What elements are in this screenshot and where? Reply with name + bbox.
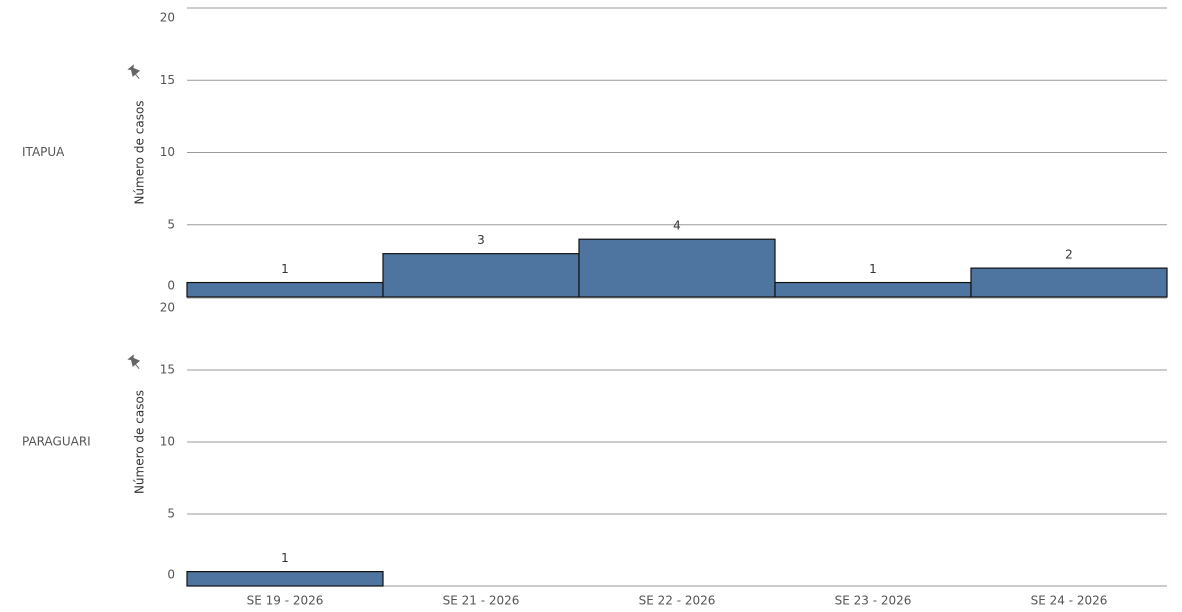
value-label: 2 — [1065, 248, 1073, 262]
bar — [578, 238, 776, 298]
row-label: ITAPUA — [22, 145, 65, 159]
bar — [970, 267, 1168, 298]
y-tick-label: 15 — [160, 73, 175, 87]
y-tick-label: 20 — [160, 11, 175, 25]
bar — [186, 281, 384, 298]
y-tick-label: 10 — [160, 145, 175, 159]
y-tick-label: 5 — [167, 217, 175, 231]
y-tick-label: 10 — [160, 435, 175, 449]
bar — [382, 253, 580, 298]
value-label: 4 — [673, 219, 681, 233]
row-label: PARAGUARI — [22, 435, 91, 449]
y-tick-label: 5 — [167, 507, 175, 521]
value-label: 1 — [281, 551, 289, 565]
y-tick-label: 20 — [160, 301, 175, 315]
value-label: 1 — [281, 262, 289, 276]
pin-icon — [127, 354, 141, 369]
value-label: 3 — [477, 233, 485, 247]
value-label: 1 — [869, 262, 877, 276]
x-tick-label: SE 24 - 2026 — [1031, 594, 1108, 608]
x-tick-label: SE 23 - 2026 — [835, 594, 912, 608]
y-tick-label: 0 — [167, 568, 175, 582]
x-tick-label: SE 21 - 2026 — [443, 594, 520, 608]
y-axis-label: Número de casos — [133, 390, 147, 494]
x-tick-label: SE 19 - 2026 — [247, 594, 324, 608]
y-tick-label: 15 — [160, 363, 175, 377]
y-tick-label: 0 — [167, 279, 175, 293]
bar — [186, 570, 384, 587]
pin-icon — [127, 64, 141, 79]
y-axis-label: Número de casos — [133, 100, 147, 204]
x-tick-label: SE 22 - 2026 — [639, 594, 716, 608]
bar — [774, 281, 972, 298]
